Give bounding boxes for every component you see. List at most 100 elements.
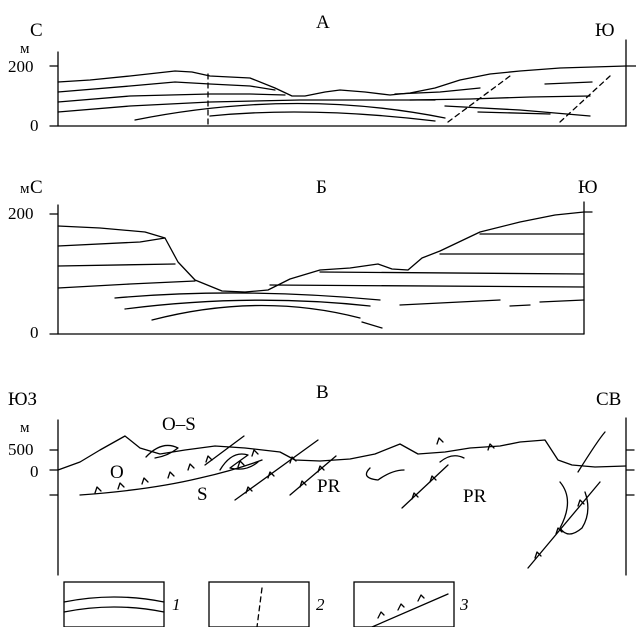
section-c-fold-4 [439,455,465,463]
section-c-right-direction: СВ [596,389,621,410]
thrust-mark-1 [94,486,102,494]
rock-label-s: S [197,484,208,505]
section-a-bed-5 [409,95,591,101]
thrust-fault-icon [353,581,455,627]
rock-label-pr-2: PR [463,486,487,507]
section-b-bed-12 [539,299,585,303]
section-b-bed-3 [57,280,196,289]
section-a-bed-7 [477,111,551,115]
section-a-title: А [316,12,330,33]
thrust-mark-19 [555,527,563,535]
thrust-mark-16 [436,437,444,445]
thrust-mark-20 [577,499,585,507]
section-c-fold-1 [145,444,179,459]
thrust-mark-5 [187,463,195,471]
section-c-fold-6 [577,431,606,473]
legend-number-2: 2 [316,595,325,614]
thrust-mark-9 [289,456,297,464]
thrust-marks [94,437,585,559]
section-c-axis-right [625,417,635,576]
section-b-bed-7 [269,284,585,288]
section-c-title: В [316,382,329,403]
section-a-axis-right [625,39,636,127]
section-c: ЮЗ В СВ м 500 0 O–S O S PR PR [8,382,635,576]
section-b-bed-9 [124,299,371,310]
section-b-tick-0: 0 [30,323,39,342]
section-b: С Б Ю м 200 0 [8,177,598,342]
legend: 1 2 3 [63,581,469,627]
section-c-fault-1 [204,435,245,466]
thrust-mark-4 [167,471,175,479]
section-b-axis-left [49,204,59,335]
section-a-fault-3 [559,75,611,123]
section-a-tick-0: 0 [30,116,39,135]
thrust-mark-6 [205,455,213,463]
section-c-axis-left [49,419,59,576]
section-b-bed-8 [114,292,381,301]
section-b-left-direction: С [30,177,43,198]
legend-item-1: 1 [63,581,181,627]
section-a-bed-1 [57,81,276,93]
section-a-fold-lower [209,111,436,122]
rock-label-o-s: O–S [162,414,196,435]
section-b-fold-lower [151,304,361,321]
section-a-bed-4 [394,87,481,95]
thrust-mark-11 [251,449,259,457]
section-c-fault-3 [289,455,337,496]
rock-label-pr-1: PR [317,476,341,497]
section-a-unit: м [20,41,30,57]
legend-number-3: 3 [459,595,469,614]
legend-item-2: 2 [208,581,325,627]
section-c-surface [57,435,627,471]
section-a-bed-8 [544,81,593,85]
thrust-mark-10 [237,460,245,468]
section-a-bed-2 [57,93,286,103]
section-c-unit: м [20,420,30,436]
section-c-fold-3 [365,467,405,481]
section-a-bed-6 [444,105,591,117]
thrust-mark-14 [411,492,419,500]
section-a-fold-upper [134,102,446,121]
section-a-fault-2 [447,75,511,123]
thrust-mark-18 [534,551,542,559]
section-c-left-direction: ЮЗ [8,389,37,410]
thrust-mark-17 [487,443,495,451]
section-c-tick-500: 500 [8,440,34,459]
section-a-surface [57,65,627,97]
thrust-mark-12 [299,480,307,488]
section-b-tick-200: 200 [8,204,34,223]
thrust-mark-15 [429,475,437,483]
section-b-bed-10 [399,299,501,306]
section-a-bed-3 [57,99,436,113]
section-b-title: Б [316,177,327,198]
section-b-right-direction: Ю [578,177,598,198]
thrust-mark-8 [267,471,275,479]
section-b-axis-right [583,201,593,335]
legend-number-1: 1 [172,595,181,614]
section-a-right-direction: Ю [595,20,615,41]
section-b-surface [57,211,585,293]
section-b-bed-6 [319,271,585,275]
section-c-tick-0: 0 [30,462,39,481]
section-b-unit: м [20,181,30,197]
section-c-fault-2 [234,439,319,501]
section-a: С А Ю м 200 0 [8,12,636,135]
section-b-bed-2 [57,263,176,267]
section-c-fold-2 [219,453,259,471]
section-b-bed-1 [57,237,166,247]
section-c-fault-4 [401,464,449,509]
section-c-syncline-base [79,459,263,496]
section-b-bed-13 [361,321,383,329]
thrust-mark-7 [245,486,253,494]
rock-label-o: O [110,462,124,483]
section-a-axis-left [49,51,59,127]
section-a-left-direction: С [30,20,43,41]
thrust-mark-2 [117,482,125,490]
section-a-tick-200: 200 [8,57,34,76]
thrust-mark-13 [317,465,325,473]
bedding-lines-icon [63,581,165,627]
thrust-mark-3 [141,477,149,485]
section-b-bed-11 [509,304,531,307]
legend-item-3: 3 [353,581,469,627]
